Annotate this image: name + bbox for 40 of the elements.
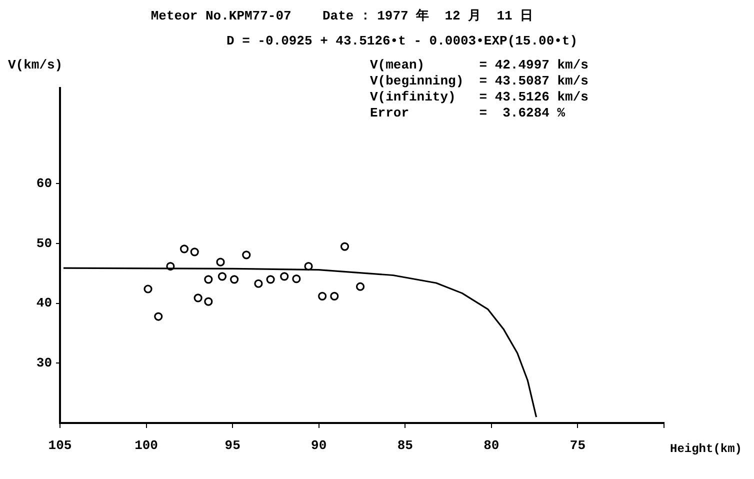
point xyxy=(166,262,175,271)
x-tick-label: 95 xyxy=(224,438,241,454)
point xyxy=(242,250,251,260)
x-axis-title: Height(km) xyxy=(670,442,742,456)
point xyxy=(216,258,225,266)
point xyxy=(330,292,339,300)
point xyxy=(318,292,327,300)
x-tick-label: 90 xyxy=(311,438,327,454)
point xyxy=(190,248,199,256)
y-tick-label: 40 xyxy=(36,296,52,311)
point xyxy=(254,279,263,288)
point xyxy=(144,284,152,294)
point xyxy=(304,262,313,271)
x-tick-label: 100 xyxy=(134,438,158,454)
y-axis-title: V(km/s) xyxy=(8,57,63,72)
y-tick-label: 60 xyxy=(36,176,52,191)
point xyxy=(340,242,350,251)
point xyxy=(230,275,239,284)
text: V(mean) = 42.4997 km/s xyxy=(370,57,589,72)
point xyxy=(194,294,202,302)
point xyxy=(204,297,213,306)
annotation: V(infinity) = 43.5126 km/s xyxy=(370,89,589,104)
chart-subtitle: D = -0.0925 + 43.5126•t - 0.0003•EXP(15.00•t) xyxy=(226,33,578,48)
point xyxy=(154,312,163,321)
x-tick-label: 105 xyxy=(48,438,72,454)
point xyxy=(292,274,301,284)
x-tick-label: 75 xyxy=(570,438,586,454)
point xyxy=(356,282,365,291)
point xyxy=(204,275,213,284)
annotation: Error = 3.6284 % xyxy=(370,105,566,120)
x-tick-label: 80 xyxy=(484,438,500,454)
y-tick-label: 30 xyxy=(36,355,52,370)
x-tick-label: 85 xyxy=(397,438,414,454)
point xyxy=(280,272,289,281)
point xyxy=(266,275,275,284)
point xyxy=(218,272,227,281)
chart-title: Meteor No.KPM77-07 Date : 1977 年 12 月 11 日 xyxy=(150,8,534,24)
y-tick-label: 50 xyxy=(36,236,52,251)
annotation: V(beginning) = 43.5087 km/s xyxy=(370,73,589,88)
point xyxy=(180,244,189,254)
